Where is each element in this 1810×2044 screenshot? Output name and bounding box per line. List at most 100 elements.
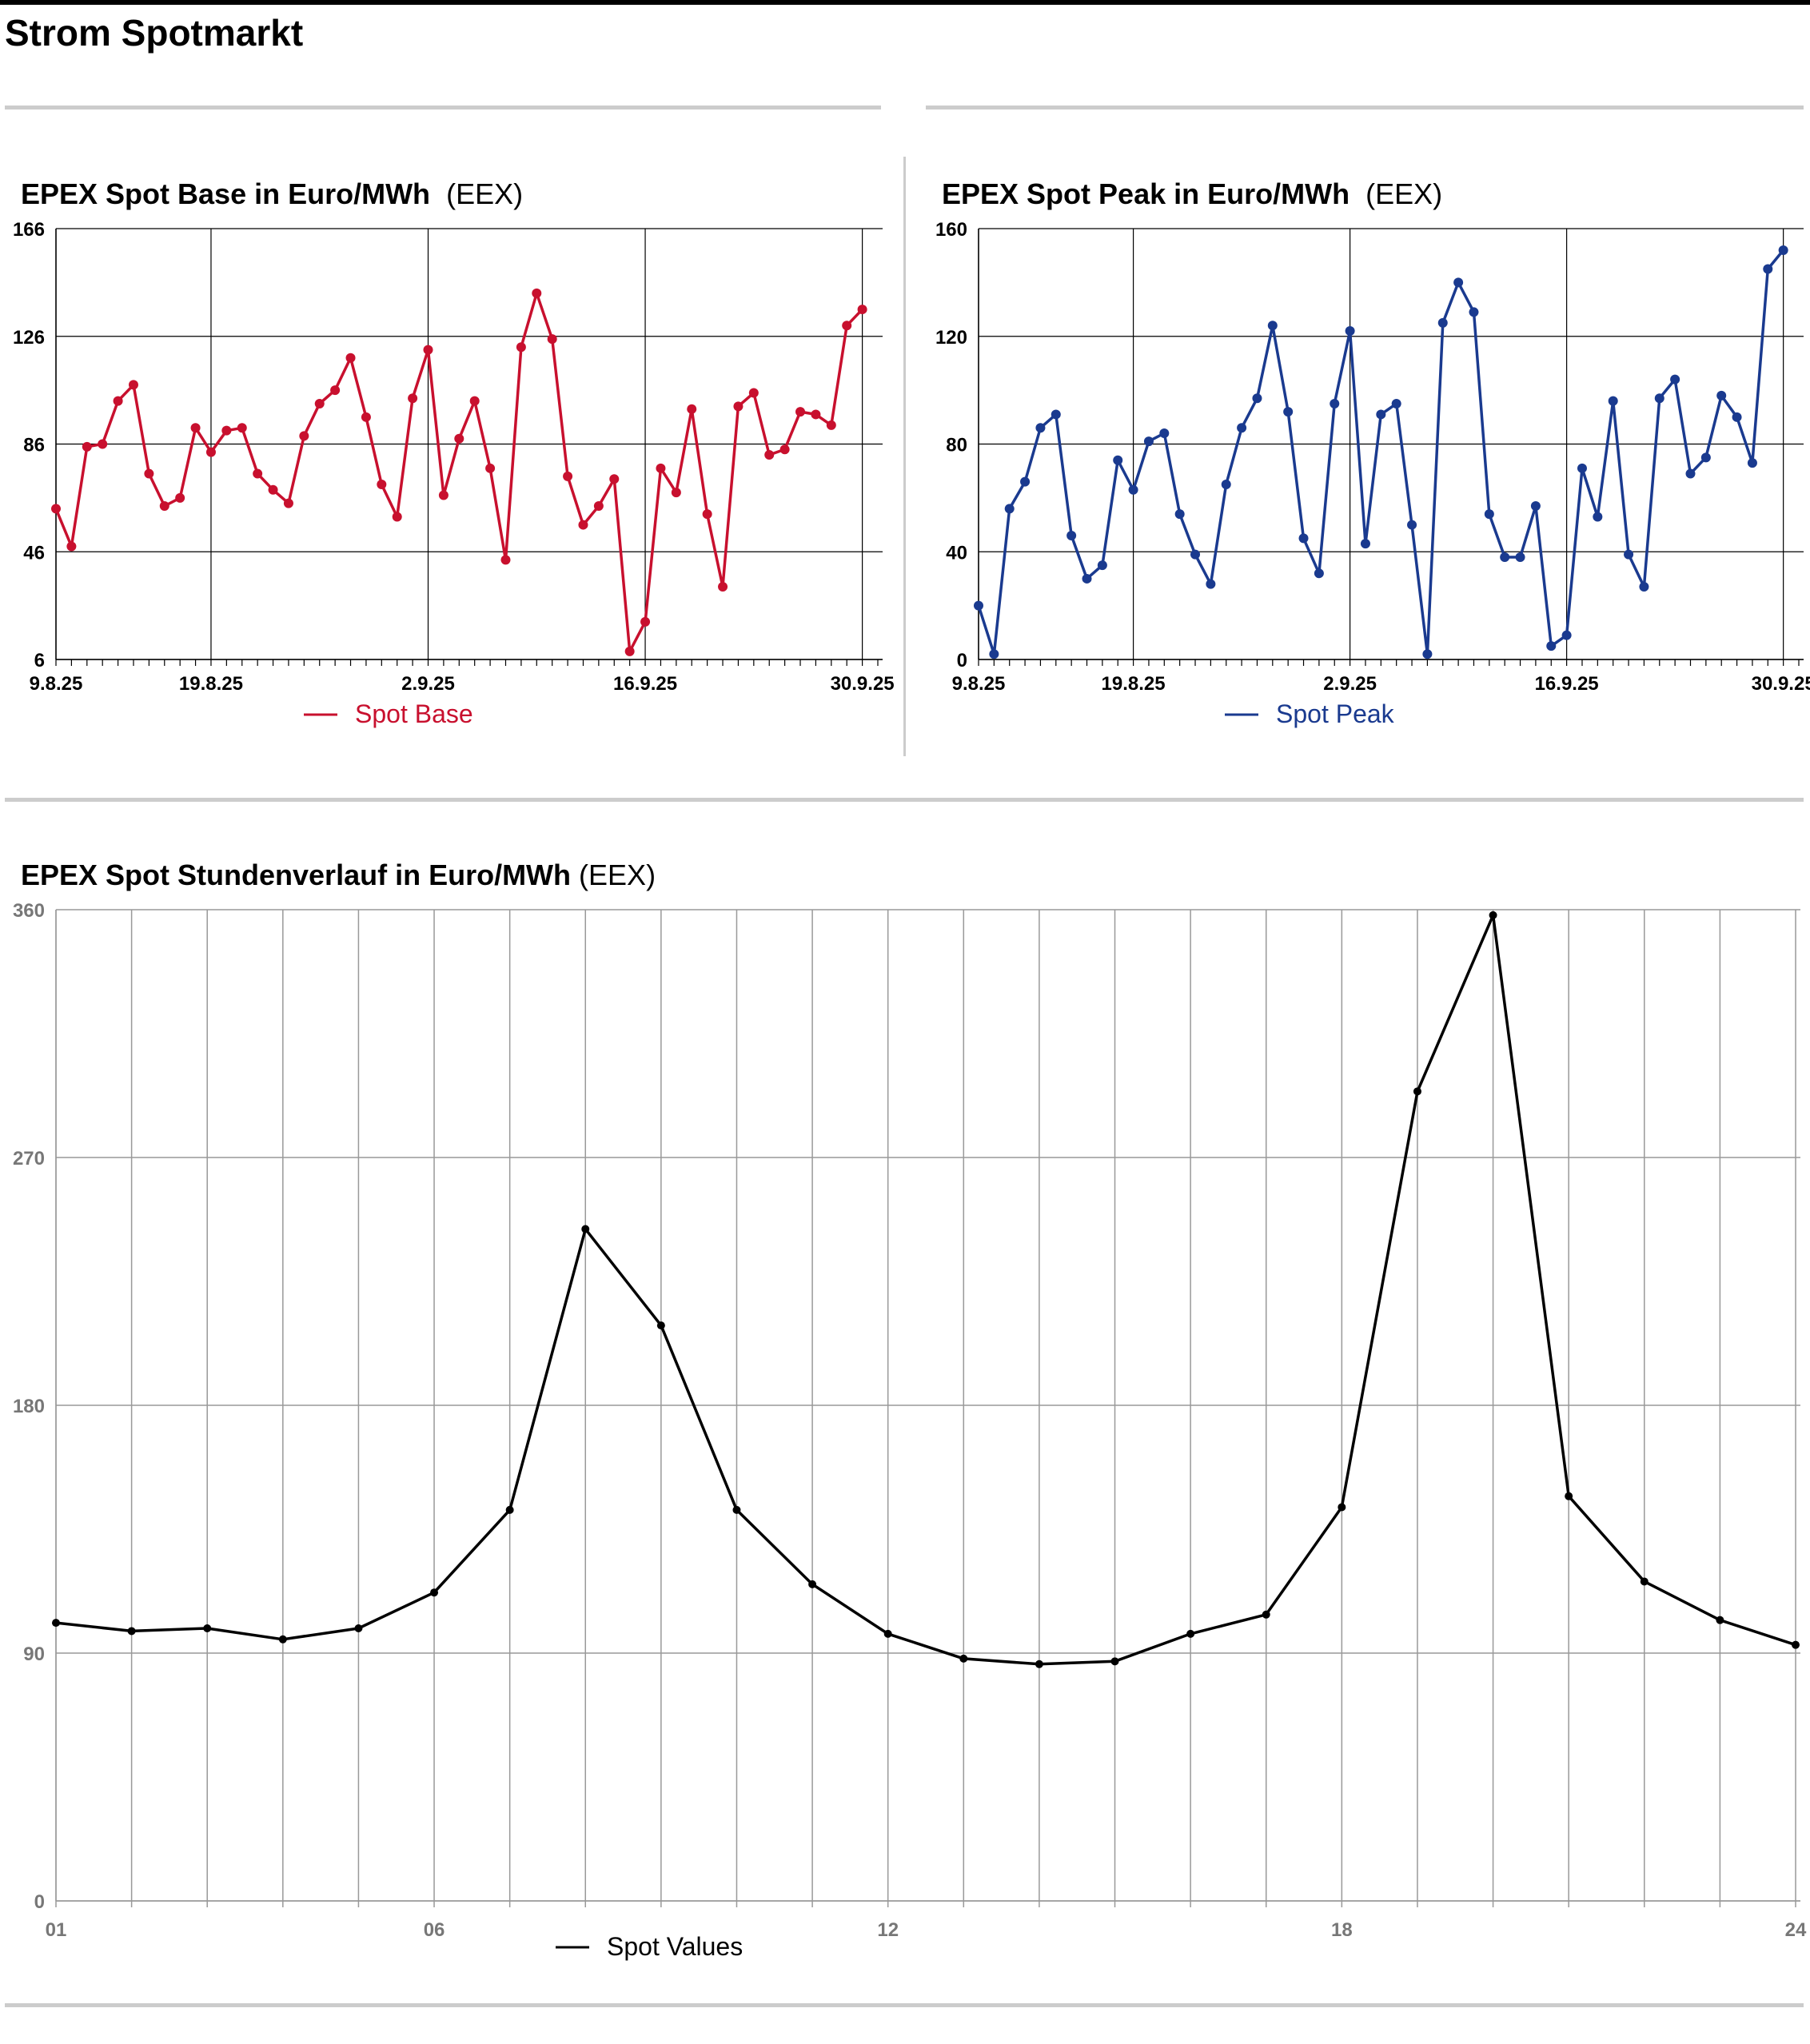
- base-data-point: [51, 504, 61, 514]
- base-data-point: [718, 582, 728, 592]
- hourly-chart-title: EPEX Spot Stundenverlauf in Euro/MWh (EE…: [21, 859, 656, 892]
- peak-data-point: [989, 649, 999, 659]
- base-x-tick-label: 2.9.25: [401, 673, 455, 695]
- peak-data-point: [1237, 423, 1247, 433]
- hourly-data-point: [732, 1505, 741, 1514]
- top-border: [0, 0, 1810, 5]
- peak-chart-title-text: EPEX Spot Peak in Euro/MWh: [942, 177, 1350, 210]
- peak-data-point: [1314, 568, 1324, 579]
- peak-x-tick-label: 16.9.25: [1535, 673, 1599, 695]
- base-x-tick-label: 30.9.25: [831, 673, 895, 695]
- hourly-data-point: [1413, 1087, 1421, 1096]
- peak-data-point: [1437, 317, 1448, 328]
- hourly-y-tick-label: 180: [13, 1396, 45, 1417]
- base-data-point: [330, 385, 341, 396]
- base-data-point: [469, 396, 480, 406]
- peak-data-point: [1252, 393, 1262, 404]
- hourly-data-point: [505, 1505, 514, 1514]
- base-data-point: [190, 423, 201, 433]
- hourly-y-tick-label: 270: [13, 1148, 45, 1169]
- peak-data-point: [1159, 428, 1170, 439]
- peak-x-tick-label: 30.9.25: [1752, 673, 1810, 695]
- peak-data-point: [1267, 321, 1278, 331]
- base-data-point: [345, 353, 356, 363]
- hourly-legend-label: Spot Values: [607, 1932, 743, 1961]
- base-data-point: [578, 520, 588, 530]
- peak-data-point: [1298, 533, 1309, 544]
- peak-data-point: [1345, 326, 1355, 337]
- base-data-point: [314, 398, 325, 408]
- peak-data-point: [1453, 277, 1464, 288]
- peak-y-tick-label: 0: [957, 650, 967, 671]
- base-data-point: [159, 500, 169, 511]
- hourly-x-tick-label: 18: [1331, 1919, 1353, 1941]
- base-data-point: [392, 512, 402, 522]
- hourly-data-point: [883, 1629, 892, 1638]
- peak-data-point: [1732, 412, 1742, 422]
- peak-data-point: [1004, 504, 1015, 514]
- peak-data-point: [1407, 520, 1417, 530]
- base-data-point: [563, 471, 573, 481]
- hourly-data-point: [354, 1624, 363, 1632]
- section-rule-left: [5, 106, 881, 110]
- peak-data-point: [1530, 500, 1541, 511]
- peak-data-point: [1221, 480, 1231, 490]
- base-data-point: [66, 541, 77, 552]
- base-data-point: [485, 463, 496, 473]
- base-data-point: [237, 423, 247, 433]
- peak-data-point: [1082, 573, 1092, 584]
- base-y-tick-label: 46: [23, 542, 45, 564]
- base-data-point: [408, 393, 418, 404]
- hourly-data-point: [1035, 1660, 1043, 1668]
- hourly-data-point: [1792, 1640, 1800, 1649]
- base-data-point: [82, 441, 92, 452]
- hourly-data-point: [581, 1225, 590, 1233]
- hourly-data-point: [1716, 1616, 1724, 1624]
- base-data-point: [764, 449, 775, 460]
- peak-series-line: [977, 249, 1784, 656]
- base-data-point: [423, 345, 433, 355]
- peak-data-point: [1654, 393, 1664, 404]
- base-data-point: [748, 388, 759, 398]
- hourly-x-tick-label: 01: [46, 1919, 67, 1941]
- peak-y-tick-label: 120: [935, 327, 967, 349]
- base-y-tick-label: 166: [13, 219, 45, 241]
- base-data-point: [361, 412, 371, 422]
- peak-data-point: [1484, 509, 1494, 520]
- peak-data-point: [1608, 396, 1618, 406]
- peak-data-point: [1422, 649, 1433, 659]
- chart-divider: [903, 157, 906, 756]
- hourly-chart-source: (EEX): [579, 859, 656, 891]
- base-data-point: [98, 439, 108, 449]
- base-data-point: [299, 431, 309, 441]
- base-y-tick-label: 6: [34, 650, 45, 671]
- base-data-point: [842, 321, 852, 331]
- peak-data-point: [1593, 512, 1603, 522]
- base-data-point: [547, 334, 557, 345]
- hourly-chart-title-text: EPEX Spot Stundenverlauf in Euro/MWh: [21, 859, 572, 891]
- peak-data-point: [1391, 398, 1401, 408]
- peak-legend-label: Spot Peak: [1276, 699, 1395, 728]
- peak-data-point: [1515, 552, 1525, 562]
- base-data-point: [221, 425, 232, 436]
- base-data-point: [779, 444, 790, 455]
- base-data-point: [500, 555, 511, 565]
- base-data-point: [128, 380, 138, 390]
- peak-data-point: [1020, 476, 1031, 487]
- hourly-data-point: [1565, 1492, 1573, 1500]
- peak-data-point: [1376, 409, 1386, 420]
- peak-data-point: [1283, 407, 1294, 417]
- peak-data-point: [1143, 436, 1154, 447]
- peak-data-point: [1330, 398, 1340, 408]
- peak-data-point: [1360, 539, 1370, 549]
- peak-data-point: [1561, 630, 1572, 640]
- hourly-x-tick-label: 12: [877, 1919, 899, 1941]
- peak-y-tick-label: 40: [946, 542, 967, 564]
- base-data-point: [532, 288, 542, 298]
- hourly-data-point: [52, 1619, 60, 1628]
- base-data-point: [624, 646, 635, 656]
- base-data-point: [253, 468, 263, 479]
- peak-data-point: [1128, 484, 1138, 495]
- peak-x-tick-label: 19.8.25: [1102, 673, 1166, 695]
